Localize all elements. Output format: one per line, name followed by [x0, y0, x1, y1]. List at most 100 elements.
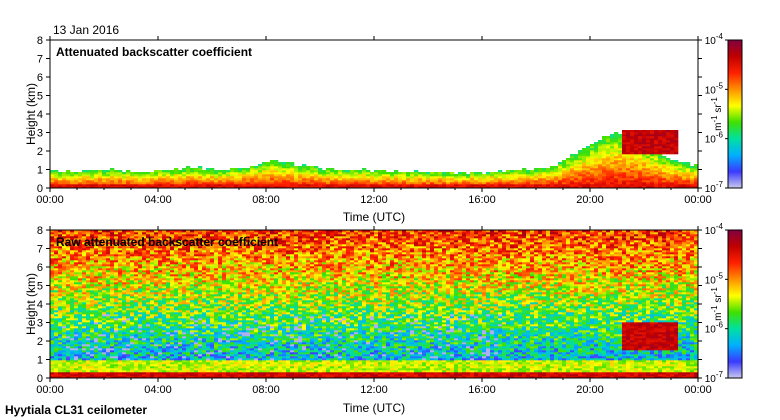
heat-cell	[622, 176, 627, 179]
heat-cell	[118, 358, 123, 361]
heat-cell	[102, 270, 107, 273]
heat-cell	[426, 180, 431, 183]
heat-cell	[94, 308, 99, 311]
heat-cell	[630, 174, 635, 177]
heat-cell	[534, 176, 539, 179]
heat-cell	[118, 246, 123, 249]
heat-cell	[166, 282, 171, 285]
heat-cell	[678, 166, 683, 169]
heat-cell	[90, 178, 95, 181]
heat-cell	[110, 280, 115, 283]
heat-cell	[666, 178, 671, 181]
heat-cell	[650, 174, 655, 177]
heat-cell	[194, 170, 199, 173]
heat-cell	[50, 338, 55, 341]
heat-cell	[186, 334, 191, 337]
heat-cell	[614, 184, 619, 187]
heat-cell	[130, 312, 135, 315]
heat-cell	[66, 374, 71, 377]
heat-cell	[658, 166, 663, 169]
heat-cell	[618, 144, 623, 147]
heat-cell	[662, 162, 667, 165]
heat-cell	[206, 178, 211, 181]
heat-cell	[186, 264, 191, 267]
heat-cell	[670, 134, 675, 137]
heat-cell	[174, 240, 179, 243]
heat-cell	[134, 322, 139, 325]
heat-cell	[114, 256, 119, 259]
heat-cell	[198, 334, 203, 337]
heat-cell	[174, 306, 179, 309]
heat-cell	[638, 170, 643, 173]
heat-cell	[414, 178, 419, 181]
heat-cell	[122, 326, 127, 329]
heat-cell	[122, 238, 127, 241]
heat-cell	[54, 248, 59, 251]
heat-cell	[70, 268, 75, 271]
heat-cell	[54, 342, 59, 345]
heat-cell	[110, 314, 115, 317]
heat-cell	[134, 318, 139, 321]
heat-cell	[82, 292, 87, 295]
heat-cell	[306, 168, 311, 171]
heat-cell	[194, 362, 199, 365]
heat-cell	[554, 178, 559, 181]
heat-cell	[54, 186, 59, 188]
heat-cell	[146, 256, 151, 259]
heat-cell	[530, 182, 535, 185]
heat-cell	[458, 186, 463, 188]
heat-cell	[138, 338, 143, 341]
heat-cell	[130, 324, 135, 327]
heat-cell	[250, 172, 255, 175]
heat-cell	[198, 344, 203, 347]
heat-cell	[138, 258, 143, 261]
heat-cell	[250, 168, 255, 171]
heat-cell	[146, 262, 151, 265]
heat-cell	[82, 270, 87, 273]
heat-cell	[362, 186, 367, 188]
heat-cell	[378, 180, 383, 183]
heat-cell	[134, 270, 139, 273]
heat-cell	[82, 336, 87, 339]
heat-cell	[102, 284, 107, 287]
heat-cell	[182, 242, 187, 245]
heat-cell	[446, 182, 451, 185]
heat-cell	[58, 290, 63, 293]
heat-cell	[82, 252, 87, 255]
heat-cell	[414, 182, 419, 185]
heat-cell	[662, 186, 667, 188]
heat-cell	[138, 172, 143, 175]
heat-cell	[138, 268, 143, 271]
heat-cell	[594, 166, 599, 169]
heat-cell	[174, 244, 179, 247]
heat-cell	[310, 174, 315, 177]
heat-cell	[150, 370, 155, 373]
heat-cell	[494, 176, 499, 179]
heat-cell	[82, 236, 87, 239]
heat-cell	[194, 294, 199, 297]
heat-cell	[94, 170, 99, 173]
heat-cell	[314, 186, 319, 188]
heat-cell	[138, 238, 143, 241]
heat-cell	[110, 356, 115, 359]
heat-cell	[194, 284, 199, 287]
heat-cell	[74, 292, 79, 295]
heat-cell	[118, 320, 123, 323]
heat-cell	[98, 352, 103, 355]
heat-cell	[50, 348, 55, 351]
heat-cell	[66, 280, 71, 283]
y-tick-label: 2	[37, 146, 43, 158]
heat-cell	[162, 262, 167, 265]
heat-cell	[178, 290, 183, 293]
heat-cell	[314, 174, 319, 177]
heat-cell	[102, 334, 107, 337]
heat-cell	[126, 272, 131, 275]
heat-cell	[194, 342, 199, 345]
heat-cell	[178, 272, 183, 275]
heat-cell	[74, 310, 79, 313]
heat-cell	[602, 162, 607, 165]
heat-cell	[130, 368, 135, 371]
heat-cell	[138, 360, 143, 363]
heat-cell	[166, 344, 171, 347]
heat-cell	[70, 304, 75, 307]
